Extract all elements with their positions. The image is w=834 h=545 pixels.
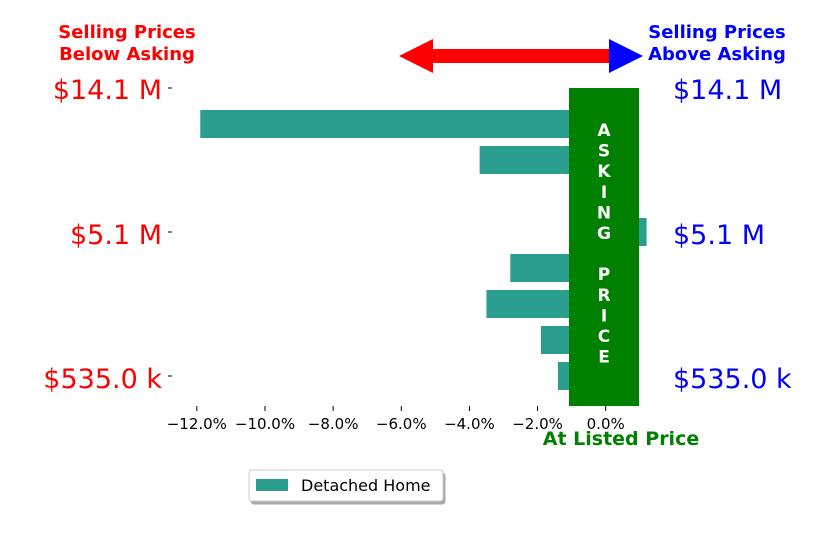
right-tick-label-top: $14.1 M xyxy=(673,75,782,106)
x-tick-label-6: 0.0% xyxy=(587,415,625,433)
x-tick-label-1: −10.0% xyxy=(235,415,295,433)
legend: Detached Home xyxy=(248,469,444,502)
bar-0 xyxy=(200,110,606,138)
asking-letter-5: G xyxy=(597,224,611,244)
legend-box xyxy=(248,469,444,502)
arrow-shaft xyxy=(430,49,615,63)
left-tick-label-top: $14.1 M xyxy=(53,75,162,106)
x-tick-label-3: −6.0% xyxy=(376,415,427,433)
arrow-head-right xyxy=(609,39,643,73)
right-tick-label-bottom: $535.0 k xyxy=(673,364,792,395)
double-arrow-icon xyxy=(399,39,643,73)
above-asking-title-line2: Above Asking xyxy=(648,44,786,65)
asking-letter-4: N xyxy=(597,203,611,223)
left-tick-label-bottom: $535.0 k xyxy=(43,364,162,395)
asking-letter-11: E xyxy=(598,348,610,368)
asking-letter-0: A xyxy=(597,121,611,141)
x-tick-label-4: −4.0% xyxy=(444,415,495,433)
x-axis: −12.0% −10.0% −8.0% −6.0% −4.0% −2.0% 0.0% xyxy=(167,406,625,433)
arrow-head-left xyxy=(399,39,433,73)
asking-letter-3: I xyxy=(601,183,607,203)
asking-letter-8: R xyxy=(597,286,610,306)
asking-letter-1: S xyxy=(598,142,610,162)
above-asking-title-line1: Selling Prices xyxy=(648,22,785,43)
legend-swatch xyxy=(256,479,288,491)
asking-letter-7: P xyxy=(598,265,610,285)
x-tick-label-0: −12.0% xyxy=(167,415,227,433)
asking-price-band xyxy=(569,88,639,406)
below-asking-title-line1: Selling Prices xyxy=(58,22,195,43)
asking-letter-9: I xyxy=(601,306,607,326)
right-tick-label-mid: $5.1 M xyxy=(673,220,765,251)
legend-label: Detached Home xyxy=(301,476,431,495)
x-tick-label-2: −8.0% xyxy=(308,415,359,433)
left-tick-label-mid: $5.1 M xyxy=(70,220,162,251)
x-tick-label-5: −2.0% xyxy=(512,415,563,433)
asking-letter-2: K xyxy=(597,162,611,182)
at-listed-price-label: At Listed Price xyxy=(543,428,699,450)
below-asking-title-line2: Below Asking xyxy=(59,44,195,65)
asking-letter-10: C xyxy=(598,327,610,347)
